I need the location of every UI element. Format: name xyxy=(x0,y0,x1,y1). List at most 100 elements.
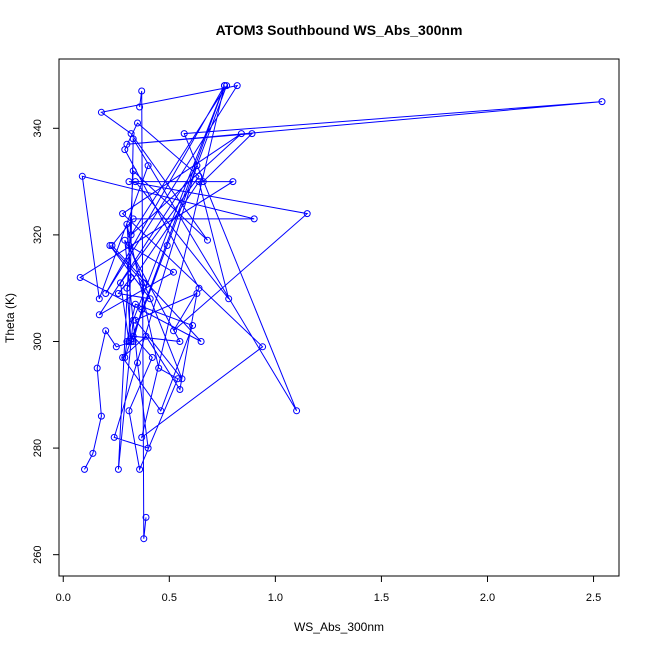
data-point xyxy=(121,354,129,361)
x-tick-label: 2.0 xyxy=(480,592,495,604)
data-point xyxy=(131,300,139,308)
data-point xyxy=(233,82,241,90)
data-point xyxy=(81,465,88,473)
data-point xyxy=(114,465,122,473)
y-tick-label: 260 xyxy=(32,546,44,564)
data-point xyxy=(127,231,135,239)
data-point xyxy=(148,354,156,361)
x-tick-label: 1.5 xyxy=(374,592,389,604)
data-point xyxy=(178,375,186,383)
data-point xyxy=(174,375,182,383)
data-point xyxy=(144,444,152,452)
data-point xyxy=(170,268,177,276)
data-point xyxy=(176,338,184,345)
data-point xyxy=(142,513,150,521)
data-point xyxy=(144,162,152,170)
y-tick-label: 280 xyxy=(32,439,44,457)
data-point xyxy=(170,327,177,335)
data-point xyxy=(89,449,97,457)
data-point xyxy=(598,98,606,106)
series-line-1 xyxy=(139,90,147,539)
data-point xyxy=(119,210,127,218)
data-point xyxy=(125,338,133,345)
data-point xyxy=(229,178,237,186)
data-point xyxy=(140,535,148,543)
data-point xyxy=(129,135,137,143)
data-point xyxy=(121,146,129,154)
data-point xyxy=(119,354,127,361)
data-point xyxy=(197,338,205,345)
data-point xyxy=(293,407,301,415)
data-point xyxy=(195,284,203,292)
data-point xyxy=(136,465,144,473)
data-point xyxy=(117,279,124,287)
data-point xyxy=(225,295,233,303)
data-point xyxy=(123,220,131,228)
series-group xyxy=(76,82,606,543)
data-point xyxy=(195,178,203,186)
data-point xyxy=(140,279,148,287)
data-point xyxy=(138,87,146,95)
data-point xyxy=(97,108,105,116)
data-point xyxy=(195,172,203,180)
data-point xyxy=(248,130,256,138)
data-point xyxy=(129,167,137,175)
data-point xyxy=(114,290,122,297)
y-axis: 260 280 300 320 340 xyxy=(32,119,60,564)
data-point xyxy=(123,338,131,345)
data-point xyxy=(157,407,165,415)
data-point xyxy=(237,130,245,138)
data-point xyxy=(250,215,258,223)
x-tick-label: 1.0 xyxy=(268,592,283,604)
data-point xyxy=(125,407,133,415)
chart-title: ATOM3 Southbound WS_Abs_300nm xyxy=(216,22,463,38)
data-point xyxy=(138,306,146,313)
data-point xyxy=(129,215,137,223)
data-point xyxy=(112,343,120,351)
data-point xyxy=(95,311,103,319)
data-point xyxy=(121,236,129,244)
data-point xyxy=(223,82,231,90)
data-point xyxy=(97,412,105,420)
x-tick-label: 0.0 xyxy=(56,592,71,604)
data-point xyxy=(78,172,86,180)
y-tick-label: 300 xyxy=(32,332,44,350)
data-point xyxy=(221,82,228,90)
y-axis-label: Theta (K) xyxy=(3,293,17,343)
data-point xyxy=(76,274,84,281)
data-point xyxy=(125,242,133,249)
data-point xyxy=(110,433,118,441)
data-point xyxy=(134,119,141,127)
data-point xyxy=(155,364,163,372)
data-point xyxy=(146,295,154,303)
data-point xyxy=(95,295,103,303)
y-tick-label: 320 xyxy=(32,226,44,244)
data-point xyxy=(127,274,135,281)
data-point xyxy=(108,242,116,249)
data-point xyxy=(93,364,101,372)
data-point xyxy=(127,338,135,345)
data-point xyxy=(123,284,131,292)
data-point xyxy=(102,327,110,335)
y-tick-label: 340 xyxy=(32,119,44,137)
data-point xyxy=(134,359,141,367)
x-axis: 0.0 0.5 1.0 1.5 2.0 2.5 xyxy=(56,575,601,604)
data-point xyxy=(163,242,171,249)
series-line-0 xyxy=(79,84,603,472)
data-point xyxy=(259,343,267,351)
data-point xyxy=(131,316,139,324)
data-point xyxy=(180,130,188,138)
data-point xyxy=(106,242,114,249)
x-axis-label: WS_Abs_300nm xyxy=(294,620,384,634)
data-point xyxy=(136,103,144,111)
x-tick-label: 0.5 xyxy=(162,592,177,604)
data-point xyxy=(125,178,133,186)
data-point xyxy=(303,210,311,218)
data-point xyxy=(102,290,110,297)
data-point xyxy=(189,322,197,329)
data-point xyxy=(193,162,201,170)
data-point xyxy=(199,178,207,186)
data-point xyxy=(176,386,184,393)
x-tick-label: 2.5 xyxy=(586,592,601,604)
